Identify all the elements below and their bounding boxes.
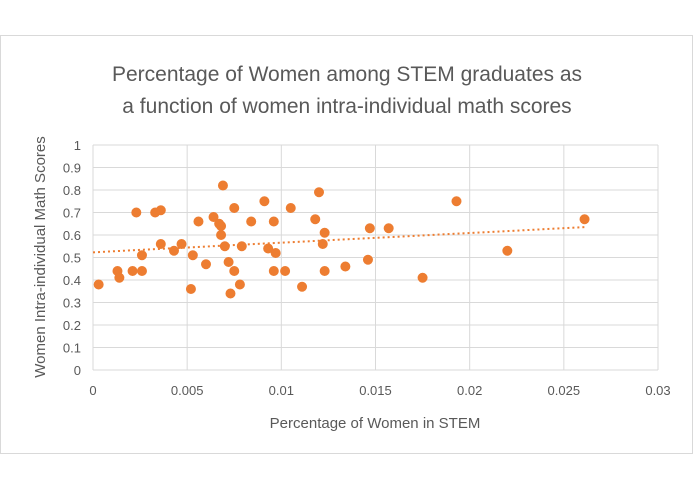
x-tick-label: 0.02	[457, 383, 482, 398]
data-point	[383, 223, 394, 234]
data-point	[285, 203, 296, 213]
y-tick-label: 0.8	[63, 183, 81, 198]
data-point	[451, 196, 462, 207]
data-point	[216, 221, 227, 231]
data-point	[217, 180, 228, 191]
data-point	[225, 288, 236, 299]
data-point	[93, 279, 104, 290]
data-point	[208, 212, 219, 222]
data-point	[201, 259, 211, 270]
data-point	[340, 261, 351, 272]
data-point	[114, 272, 125, 283]
y-tick-label: 0.2	[63, 318, 81, 333]
y-tick-label: 0.9	[63, 161, 81, 176]
trendline	[92, 226, 585, 254]
data-point	[185, 284, 196, 294]
data-point	[268, 266, 279, 276]
data-point	[187, 250, 198, 261]
chart-title-line-2: a function of women intra-individual mat…	[122, 95, 571, 118]
y-tick-label: 0	[74, 363, 81, 378]
data-point	[136, 266, 147, 276]
data-point	[234, 279, 245, 290]
data-point	[136, 250, 147, 261]
x-tick-label: 0.025	[548, 383, 581, 398]
x-tick-label: 0.015	[359, 383, 392, 398]
data-point	[280, 266, 291, 276]
data-point	[176, 239, 187, 249]
y-axis-label: Women Intra-individual Math Scores	[32, 136, 49, 378]
data-point	[297, 281, 308, 292]
scatter-chart: Percentage of Women among STEM graduates…	[32, 63, 671, 432]
data-point	[268, 216, 279, 227]
gridlines	[92, 144, 659, 371]
data-point	[246, 216, 257, 227]
data-point	[364, 223, 375, 234]
y-tick-label: 0.5	[63, 251, 81, 266]
y-tick-label: 0.4	[63, 273, 81, 288]
chart-frame: Percentage of Women among STEM graduates…	[0, 35, 693, 454]
data-point	[155, 205, 166, 216]
data-point	[168, 245, 179, 256]
y-tick-label: 0.7	[63, 206, 81, 221]
data-point	[270, 248, 281, 258]
data-point	[310, 214, 321, 225]
data-point	[219, 241, 230, 252]
x-axis-label: Percentage of Women in STEM	[270, 415, 481, 432]
data-point	[362, 254, 373, 265]
x-tick-label: 0	[89, 383, 96, 398]
data-point	[259, 196, 270, 207]
data-point	[131, 207, 142, 218]
data-point	[319, 266, 330, 276]
y-tick-label: 0.1	[63, 341, 81, 356]
data-point	[579, 214, 590, 225]
data-point	[229, 266, 240, 276]
data-point	[417, 272, 428, 283]
data-point	[314, 187, 324, 198]
x-tick-label: 0.01	[269, 383, 294, 398]
x-tick-label: 0.03	[645, 383, 670, 398]
data-point	[502, 245, 513, 256]
tick-labels: 0 0.1 0.2 0.3 0.4 0.5 0.6 0.7 0.8 0.9 1 0 0.005 0.01 0…	[63, 138, 671, 398]
data-point	[223, 257, 234, 267]
y-tick-label: 1	[74, 138, 81, 153]
data-point	[127, 266, 138, 276]
data-points	[93, 180, 590, 299]
chart-title-line-1: Percentage of Women among STEM graduates…	[112, 63, 582, 86]
data-point	[216, 230, 227, 240]
data-point	[229, 203, 240, 213]
data-point	[155, 239, 166, 249]
y-tick-label: 0.3	[63, 296, 81, 311]
data-point	[193, 216, 204, 227]
data-point	[317, 239, 328, 249]
data-point	[319, 227, 330, 238]
data-point	[263, 243, 274, 254]
data-point	[236, 241, 247, 252]
y-tick-label: 0.6	[63, 228, 81, 243]
x-tick-label: 0.005	[171, 383, 204, 398]
